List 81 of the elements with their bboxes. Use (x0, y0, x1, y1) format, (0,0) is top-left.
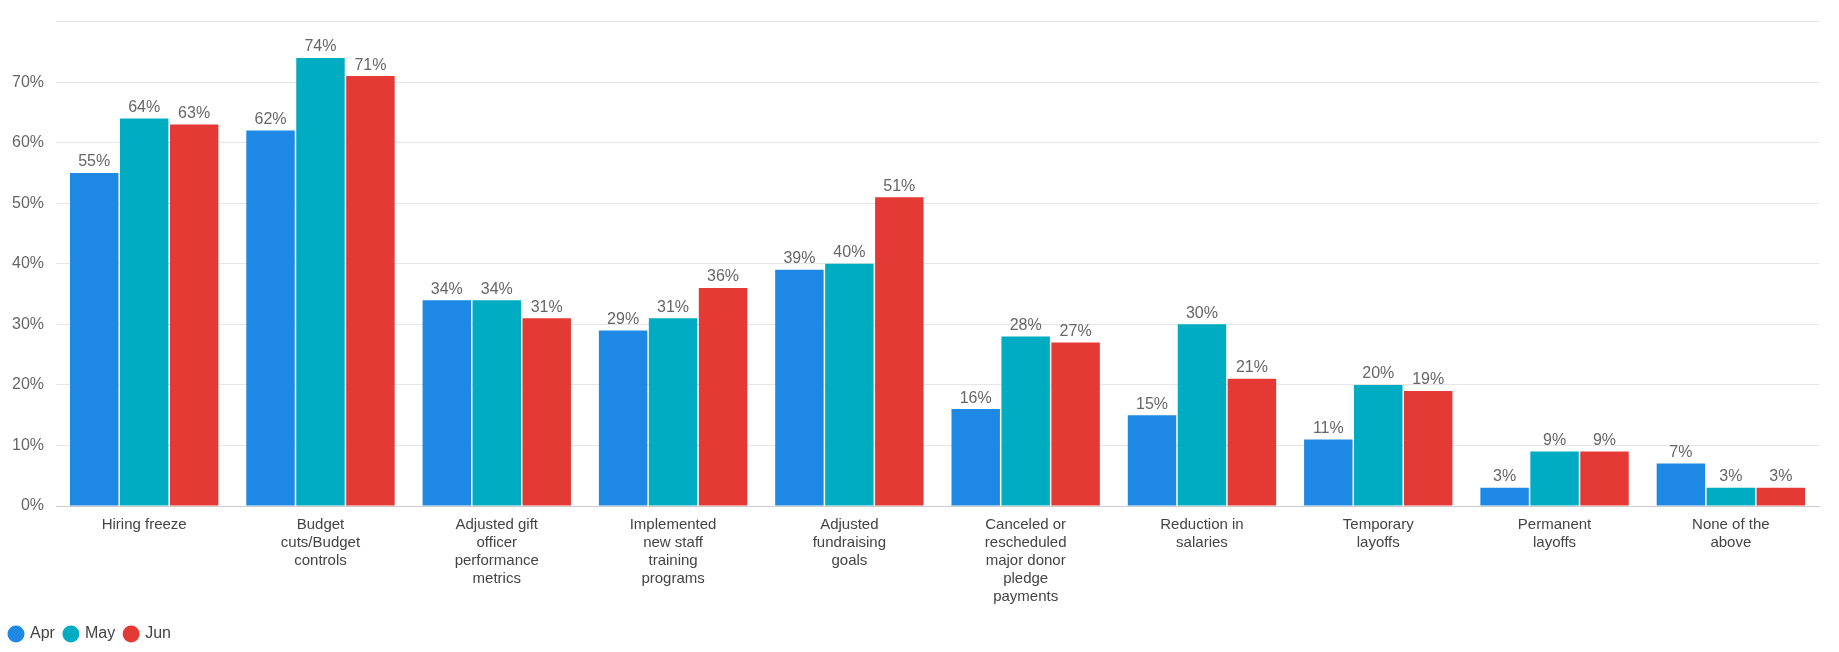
x-tick-label: Reduction in salaries (1160, 515, 1244, 551)
bar (951, 409, 1000, 506)
bar (1354, 384, 1403, 506)
data-label: 20% (1362, 364, 1395, 382)
bar (1001, 336, 1050, 506)
bar (422, 300, 472, 506)
bar (1706, 487, 1756, 506)
bar (1304, 439, 1353, 506)
x-tick-label: None of the above (1692, 515, 1770, 551)
data-label: 63% (178, 103, 211, 121)
bar (1177, 324, 1227, 506)
y-tick-label: 10% (11, 435, 45, 453)
data-label: 62% (254, 110, 287, 127)
data-label: 27% (1059, 321, 1092, 339)
bar (472, 300, 521, 506)
legend-label: May (84, 624, 116, 642)
data-label: 34% (480, 279, 513, 297)
y-tick-label: 70% (11, 72, 45, 90)
bar (1480, 487, 1529, 506)
bar (346, 76, 395, 506)
data-label: 11% (1312, 418, 1344, 436)
data-label: 28% (1009, 315, 1042, 333)
data-label: 15% (1135, 394, 1169, 412)
data-label: 36% (707, 267, 740, 285)
data-label: 29% (607, 309, 640, 327)
y-tick-label: 40% (11, 254, 45, 272)
data-label: 31% (657, 297, 690, 315)
data-label: 19% (1412, 370, 1445, 388)
data-label: 39% (783, 249, 816, 267)
y-tick-label: 60% (11, 133, 45, 151)
x-tick-label: Adjusted fundraising goals (812, 515, 887, 569)
data-label: 9% (1542, 430, 1567, 448)
bar (598, 330, 648, 506)
bar (522, 318, 571, 506)
data-label: 7% (1669, 443, 1693, 461)
bar (169, 124, 219, 506)
x-tick-label: Temporary layoffs (1342, 515, 1415, 551)
x-tick-label: Permanent layoffs (1517, 515, 1593, 551)
bar (1580, 451, 1629, 506)
data-label: 71% (354, 55, 387, 73)
data-label: 51% (883, 176, 916, 194)
data-label: 34% (430, 279, 463, 297)
data-label: 21% (1235, 358, 1268, 376)
data-label: 9% (1592, 430, 1617, 448)
y-tick-label: 0% (20, 496, 45, 514)
bar (1403, 390, 1453, 506)
data-label: 30% (1185, 303, 1218, 321)
x-tick-label: Canceled or rescheduled major donor pledge payments (984, 515, 1067, 605)
data-label: 31% (530, 297, 563, 315)
y-tick-label: 20% (11, 375, 45, 393)
bar (246, 130, 295, 506)
data-label: 3% (1719, 467, 1743, 485)
bar (1530, 451, 1579, 506)
bar (698, 288, 748, 506)
legend-label: Jun (145, 624, 171, 642)
x-tick-label: Adjusted gift officer performance metrics (454, 515, 539, 587)
bar (825, 263, 874, 506)
data-label: 64% (128, 97, 161, 115)
bar (775, 269, 824, 506)
x-tick-label: Implemented new staff training programs (629, 515, 717, 587)
data-label: 3% (1769, 467, 1793, 485)
data-label: 16% (959, 388, 992, 406)
legend-label: Apr (30, 624, 56, 642)
x-tick-label: Hiring freeze (101, 515, 187, 533)
bar (119, 118, 169, 506)
x-tick-label: Budget cuts/Budget controls (280, 515, 361, 569)
bar (875, 197, 924, 506)
data-label: 3% (1493, 467, 1517, 485)
bar (1227, 378, 1277, 506)
bar (1051, 342, 1100, 506)
data-label: 40% (833, 243, 866, 261)
bar (296, 57, 345, 506)
bar (1656, 463, 1706, 506)
data-label: 55% (78, 152, 111, 170)
bar (70, 172, 119, 506)
bar (1127, 415, 1177, 506)
y-tick-label: 50% (11, 193, 45, 211)
bar (1756, 487, 1806, 506)
y-tick-label: 30% (11, 314, 45, 332)
bar (648, 318, 698, 506)
data-label: 74% (304, 37, 337, 55)
